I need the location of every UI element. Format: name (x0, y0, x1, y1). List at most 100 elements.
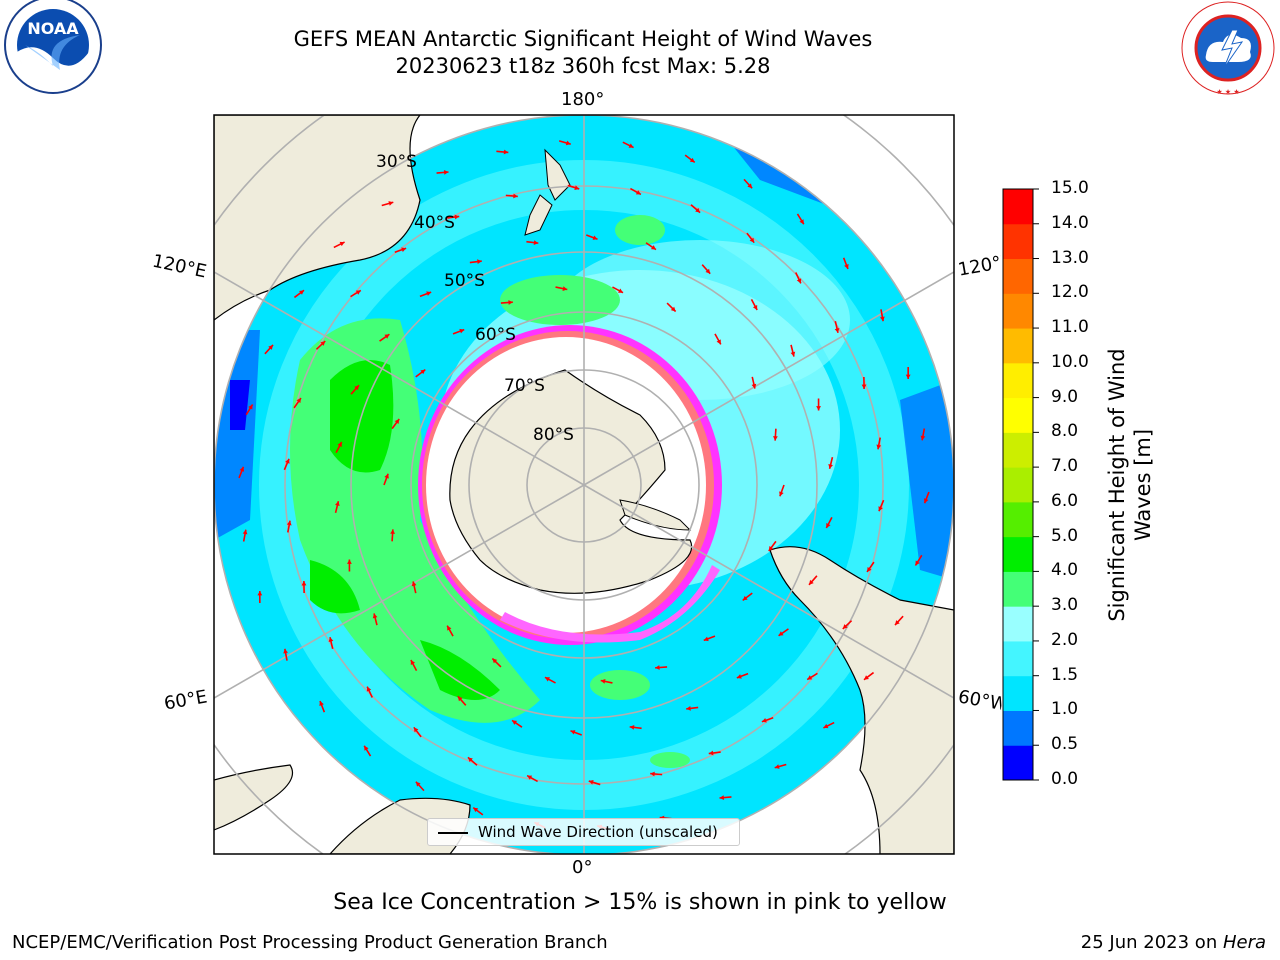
colorbar-tick-label: 7.0 (1051, 456, 1079, 477)
wave-direction-arrowhead (401, 247, 407, 252)
wave-direction-arrowhead (809, 579, 814, 585)
wave-direction-arrowhead (364, 745, 369, 751)
wave-direction-arrowhead (283, 648, 288, 654)
wave-direction-arrowhead (239, 466, 245, 472)
wave-direction-arrowhead (319, 700, 324, 706)
australia-landmass (214, 115, 421, 321)
wave-direction-arrowhead (384, 334, 390, 339)
wave-direction-arrowhead (867, 566, 872, 572)
wave-direction-arrowhead (618, 288, 624, 293)
wave-direction-arrowhead (923, 498, 929, 504)
colorbar-segment (1003, 328, 1033, 364)
wave-direction-arrowhead (426, 291, 432, 296)
wave-direction-arrowhead (876, 444, 882, 450)
wave-direction-arrowhead (628, 143, 634, 148)
wave-direction-arrowhead (689, 157, 695, 163)
wave-direction-arrowhead (895, 620, 900, 626)
wave-direction-arrowhead (299, 290, 305, 295)
wave-direction-arrowhead (467, 757, 473, 763)
wave-direction-arrowhead (826, 523, 831, 529)
wave-direction-arrowhead (410, 659, 416, 665)
wave-direction-arrowhead (335, 501, 340, 507)
wave-direction-arrowhead (878, 506, 883, 512)
wave-direction-arrowhead (742, 595, 748, 601)
wave-direction-arrowhead (268, 344, 273, 350)
wave-direction-arrowhead (415, 781, 421, 787)
wave-direction-arrowhead (629, 725, 635, 730)
wave-direction-arrowhead (600, 679, 606, 684)
colorbar-tick-label: 5.0 (1051, 525, 1079, 546)
wave-direction-arrowhead (799, 219, 804, 225)
new-zealand-south (524, 194, 553, 236)
wave-direction-arrowhead (863, 675, 869, 680)
wave-direction-arrowhead (749, 237, 755, 243)
colorbar-segment (1003, 710, 1033, 746)
wave-direction-arrowhead (339, 241, 345, 247)
wave-direction-arrowhead (533, 240, 539, 245)
wave-direction-arrowhead (773, 436, 778, 441)
wave-direction-arrowhead (443, 170, 449, 175)
nws-logo: ★ ★ ★ (1181, 1, 1275, 96)
wave-direction-arrowhead (761, 718, 767, 723)
colorbar-segment (1003, 501, 1033, 538)
lon-label-0: 0° (572, 857, 593, 878)
wave-direction-arrowhead (347, 559, 352, 564)
colorbar-segment (1003, 606, 1033, 642)
wave-direction-arrowhead (719, 795, 725, 800)
wave-direction-arrowhead (778, 631, 784, 636)
wave-direction-arrowhead (372, 613, 378, 619)
wave-direction-arrowhead (905, 374, 911, 379)
wave-direction-arrowhead (366, 686, 372, 692)
colorbar-tick-label: 4.0 (1051, 560, 1079, 581)
colorbar (1003, 188, 1039, 781)
wave-direction-arrowhead (807, 675, 813, 680)
wave-direction-arrowhead (512, 720, 518, 725)
wave-direction-arrowhead (337, 441, 342, 447)
colorbar-tick-label: 14.0 (1051, 212, 1089, 233)
wave-direction-arrowhead (492, 658, 498, 664)
lat-label-30s: 30°S (376, 152, 417, 172)
colorbar-segment (1003, 745, 1033, 781)
wave-direction-arrowhead (328, 637, 334, 642)
colorbar-tick-label: 12.0 (1051, 282, 1089, 303)
noaa-logo-text: NOAA (27, 19, 79, 38)
colorbar-segment (1003, 640, 1033, 677)
colorbar-segment (1003, 258, 1033, 294)
noaa-logo: NOAA (4, 0, 102, 94)
colorbar-label-line2: Waves [m] (1131, 428, 1155, 542)
legend-line-sample (438, 832, 468, 834)
wave-direction-arrowhead (650, 245, 656, 250)
lat-label-70s: 70°S (504, 376, 545, 396)
wave-direction-arrowhead (411, 581, 417, 587)
legend-label: Wind Wave Direction (unscaled) (478, 823, 718, 841)
chart-subtitle: 20230623 t18z 360h fcst Max: 5.28 (395, 54, 771, 78)
footer-date: 25 Jun 2023 on Hera (1081, 932, 1266, 953)
wave-direction-arrowhead (473, 807, 479, 813)
colorbar-frame (1002, 188, 1034, 781)
wave-direction-arrowhead (384, 473, 389, 479)
wave-direction-arrowhead (301, 581, 307, 586)
longitude-lines (214, 115, 954, 854)
wave-direction-arrowhead (285, 458, 290, 464)
wave-direction-arrowhead (834, 328, 840, 333)
wave-direction-arrowhead (570, 730, 576, 735)
wave-direction-arrowhead (752, 305, 758, 311)
sea-ice-note: Sea Ice Concentration > 15% is shown in … (333, 890, 947, 915)
colorbar-tick-label: 9.0 (1051, 386, 1079, 407)
colorbar-tick-label: 8.0 (1051, 421, 1079, 442)
colorbar-segment (1003, 293, 1033, 329)
colorbar-segment (1003, 397, 1033, 433)
wave-direction-arrowhead (527, 775, 533, 780)
colorbar-tick-label: 13.0 (1051, 247, 1089, 268)
wave-direction-arrowhead (880, 316, 885, 322)
colorbar-segment (1003, 675, 1033, 711)
wave-direction-arrowhead (695, 207, 701, 213)
wave-direction-arrowhead (242, 529, 248, 535)
wave-direction-arrowhead (320, 341, 326, 346)
wave-direction-arrowhead (355, 290, 361, 295)
wave-direction-arrowhead (592, 235, 598, 240)
wave-direction-arrowhead (477, 259, 482, 265)
colorbar-tick-label: 10.0 (1051, 351, 1089, 372)
colorbar-segment (1003, 467, 1033, 503)
wave-direction-arrowhead (816, 406, 821, 411)
